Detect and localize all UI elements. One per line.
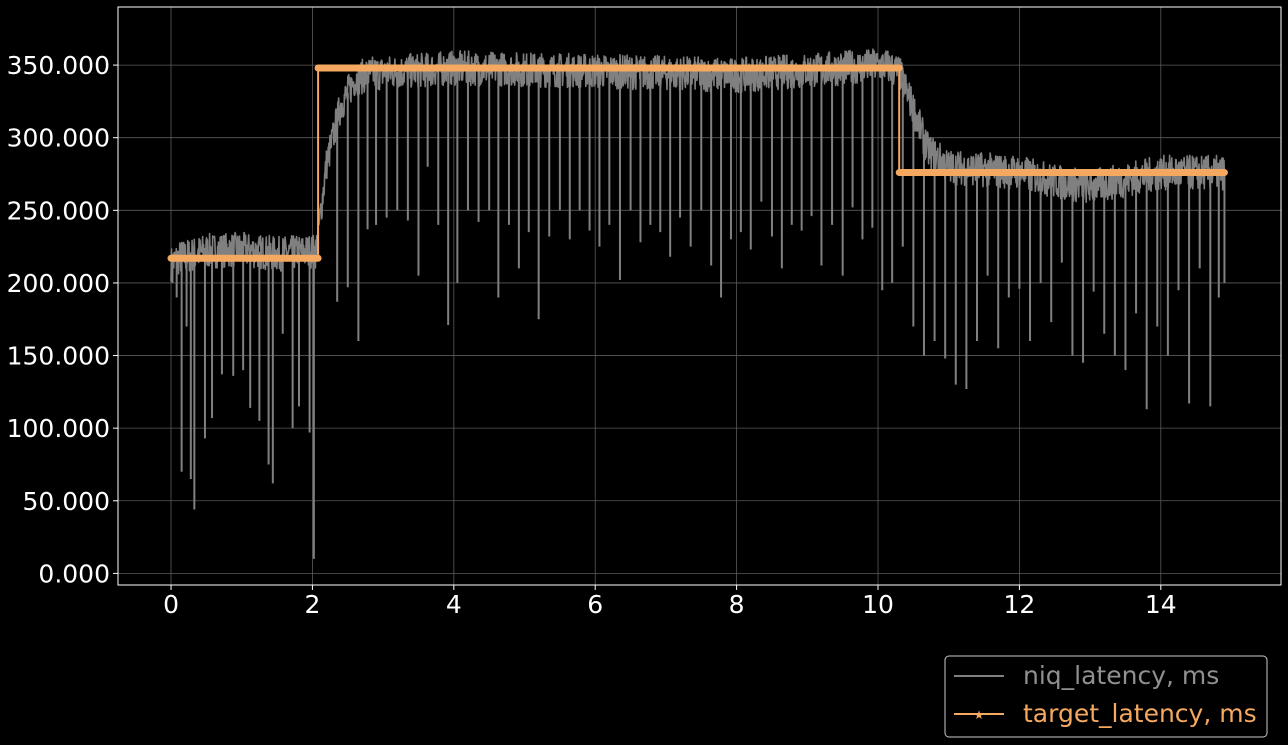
grid <box>118 7 1281 585</box>
y-tick-label: 150.000 <box>7 342 110 371</box>
legend-label-target-latency: target_latency, ms <box>1023 699 1257 728</box>
x-tick-label: 14 <box>1145 590 1177 619</box>
y-tick-label: 0.000 <box>38 559 110 588</box>
y-tick-label: 250.000 <box>7 196 110 225</box>
y-tick-label: 100.000 <box>7 414 110 443</box>
legend-label-niq-latency: niq_latency, ms <box>1023 661 1219 690</box>
x-tick-label: 2 <box>304 590 320 619</box>
y-tick-label: 50.000 <box>23 487 110 516</box>
x-tick-label: 12 <box>1004 590 1036 619</box>
legend: niq_latency, ms ★ target_latency, ms <box>944 655 1268 738</box>
y-tick-label: 300.000 <box>7 124 110 153</box>
series-niq-latency-line <box>170 48 1226 282</box>
y-tick-label: 350.000 <box>7 51 110 80</box>
series-layer <box>167 48 1228 559</box>
plot-frame <box>117 6 1282 586</box>
x-tick-label: 0 <box>163 590 179 619</box>
x-tick-label: 6 <box>587 590 603 619</box>
legend-box <box>944 655 1268 738</box>
axis-ticks: 0 2 4 6 8 10 12 14 0.000 50.000 100.000 150.000 200.… <box>7 51 1177 619</box>
x-tick-label: 4 <box>446 590 462 619</box>
legend-marker-star-icon: ★ <box>974 708 985 722</box>
y-tick-label: 200.000 <box>7 269 110 298</box>
x-tick-label: 8 <box>729 590 745 619</box>
x-tick-label: 10 <box>862 590 894 619</box>
